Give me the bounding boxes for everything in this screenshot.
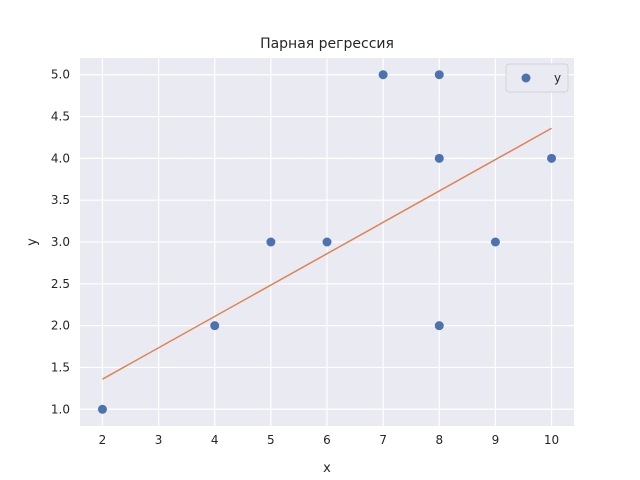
regression-line-series	[102, 127, 552, 380]
legend-label: y	[554, 71, 561, 85]
data-point	[378, 70, 388, 80]
legend-marker	[521, 73, 531, 83]
y-tick-label: 1.5	[51, 360, 70, 374]
x-tick-label: 9	[492, 433, 500, 447]
regression-line	[102, 127, 552, 380]
y-tick-label: 2.5	[51, 277, 70, 291]
legend: y	[505, 63, 569, 93]
y-tick-label: 1.0	[51, 402, 70, 416]
data-point	[210, 321, 220, 331]
legend-box	[505, 63, 569, 93]
data-point	[490, 237, 500, 247]
data-point	[434, 153, 444, 163]
x-tick-label: 8	[435, 433, 443, 447]
data-point	[97, 404, 107, 414]
scatter-series	[97, 70, 557, 414]
x-tick-label: 7	[379, 433, 387, 447]
x-tick-label: 10	[544, 433, 559, 447]
x-axis-label: x	[323, 461, 331, 476]
data-point	[434, 321, 444, 331]
x-tick-label: 5	[267, 433, 275, 447]
x-tick-label: 2	[99, 433, 107, 447]
y-tick-label: 3.5	[51, 193, 70, 207]
y-tick-label: 2.0	[51, 319, 70, 333]
y-tick-label: 3.0	[51, 235, 70, 249]
data-point	[547, 153, 557, 163]
x-tick-label: 4	[211, 433, 219, 447]
chart-title: Парная регрессия	[260, 36, 394, 52]
data-point	[322, 237, 332, 247]
y-tick-label: 4.5	[51, 110, 70, 124]
x-tick-label: 6	[323, 433, 331, 447]
data-point	[266, 237, 276, 247]
data-point	[434, 70, 444, 80]
y-axis-ticks: 1.0 1.5 2.0 2.5 3.0 3.5 4.0 4.5 5.0	[51, 68, 70, 417]
y-tick-label: 5.0	[51, 68, 70, 82]
x-axis-ticks: 2 3 4 5 6 7 8 9 10	[99, 433, 560, 447]
y-tick-label: 4.0	[51, 151, 70, 165]
y-axis-label: y	[25, 238, 40, 246]
x-tick-label: 3	[155, 433, 163, 447]
